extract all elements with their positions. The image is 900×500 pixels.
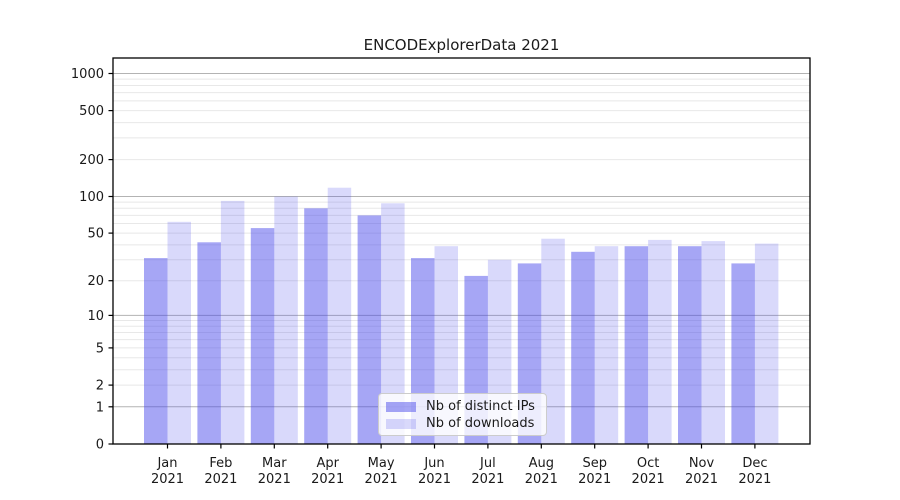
y-tick-label: 50 [87,227,104,242]
bar-downloads-may [381,203,405,444]
x-tick-label: Nov 2021 [685,456,718,487]
bar-distinct-ips-dec [731,263,755,444]
bar-distinct-ips-mar [250,228,275,444]
bar-downloads-mar [274,196,298,444]
legend: Nb of distinct IPs Nb of downloads [378,393,547,436]
y-tick-label: 0 [96,438,104,453]
y-tick-label: 1 [96,400,104,415]
legend-item-distinct-ips: Nb of distinct IPs [386,399,538,414]
bar-downloads-nov [701,241,725,444]
bar-downloads-oct [648,239,672,444]
legend-label-distinct-ips: Nb of distinct IPs [426,399,535,414]
bar-distinct-ips-apr [304,208,328,444]
bar-downloads-jan [167,221,191,444]
legend-item-downloads: Nb of downloads [386,416,538,431]
x-tick-label: Sep 2021 [578,456,611,487]
y-tick-label: 100 [79,190,104,205]
y-tick-label: 200 [79,153,104,168]
y-tick-label: 1000 [71,67,104,82]
x-tick-label: Jan 2021 [151,456,184,487]
bar-downloads-aug [541,238,565,444]
chart-title: ENCODExplorerData 2021 [363,36,560,54]
y-tick-label: 10 [87,309,104,324]
legend-swatch-distinct-ips-icon [386,401,416,412]
x-tick-label: Jul 2021 [471,456,504,487]
bar-downloads-feb [220,200,245,444]
x-tick-label: Aug 2021 [525,456,558,487]
x-tick-label: Oct 2021 [632,456,665,487]
x-tick-label: Jun 2021 [418,456,451,487]
plot-frame [112,57,811,445]
y-tick-label: 500 [79,104,104,119]
x-tick-label: Mar 2021 [258,456,291,487]
x-tick-label: Feb 2021 [204,456,237,487]
bar-distinct-ips-oct [624,246,649,444]
y-tick-label: 2 [96,379,104,394]
bar-downloads-sep [594,246,619,444]
bar-downloads-dec [754,243,779,444]
legend-swatch-downloads-icon [386,418,416,429]
legend-label-downloads: Nb of downloads [426,416,535,431]
x-tick-label: May 2021 [365,456,398,487]
bar-downloads-apr [327,187,352,444]
bar-distinct-ips-feb [197,242,221,444]
y-tick-label: 20 [87,274,104,289]
bar-distinct-ips-may [357,215,382,444]
y-tick-label: 5 [96,341,104,356]
bar-distinct-ips-sep [571,251,595,444]
x-tick-label: Dec 2021 [738,456,771,487]
bar-distinct-ips-jan [144,258,168,444]
x-tick-label: Apr 2021 [311,456,344,487]
bar-distinct-ips-nov [678,246,702,444]
